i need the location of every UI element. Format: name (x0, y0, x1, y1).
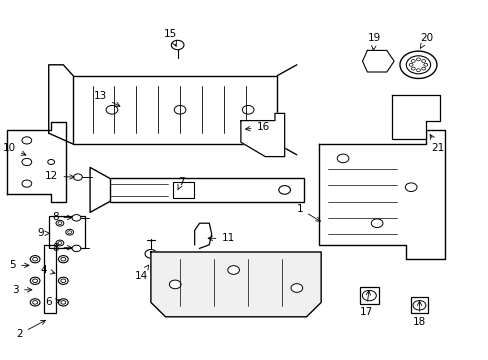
Circle shape (59, 277, 68, 284)
Circle shape (30, 277, 40, 284)
Circle shape (56, 220, 63, 226)
Circle shape (48, 159, 55, 165)
Text: 7: 7 (177, 177, 184, 190)
Circle shape (408, 63, 412, 66)
Text: 8: 8 (52, 212, 72, 222)
Bar (109, 178, 304, 202)
Circle shape (22, 180, 32, 187)
Bar (410, 297, 427, 313)
Text: 12: 12 (45, 171, 74, 181)
Circle shape (56, 240, 63, 246)
Circle shape (421, 59, 425, 62)
Circle shape (61, 301, 65, 304)
Circle shape (61, 257, 65, 261)
Circle shape (370, 219, 382, 228)
Circle shape (407, 103, 424, 116)
Circle shape (399, 51, 436, 78)
Circle shape (72, 215, 81, 221)
Circle shape (278, 186, 290, 194)
Circle shape (290, 284, 302, 292)
Circle shape (416, 58, 420, 61)
Circle shape (72, 245, 81, 252)
Circle shape (30, 299, 40, 306)
Text: 18: 18 (412, 301, 426, 327)
Circle shape (169, 280, 181, 289)
Circle shape (406, 56, 430, 74)
Circle shape (174, 105, 185, 114)
Text: 11: 11 (208, 233, 234, 243)
Circle shape (59, 299, 68, 306)
Circle shape (242, 105, 253, 114)
Bar (44, 245, 56, 313)
Text: 15: 15 (164, 29, 177, 46)
Text: 19: 19 (367, 33, 381, 50)
Circle shape (410, 59, 414, 62)
Circle shape (416, 69, 420, 72)
Circle shape (362, 291, 376, 301)
Bar (49, 216, 85, 248)
Circle shape (421, 67, 425, 70)
Text: 6: 6 (45, 297, 60, 307)
Text: 10: 10 (3, 143, 26, 155)
Circle shape (145, 249, 157, 258)
Circle shape (227, 266, 239, 274)
Bar (359, 287, 378, 304)
Circle shape (337, 154, 348, 163)
Circle shape (412, 301, 425, 310)
Text: 5: 5 (9, 260, 29, 270)
Circle shape (405, 183, 416, 192)
Text: 20: 20 (419, 33, 432, 48)
Circle shape (251, 129, 268, 141)
Text: 13: 13 (94, 91, 120, 106)
Circle shape (59, 256, 68, 263)
Bar (73, 76, 277, 144)
Circle shape (410, 67, 414, 70)
Text: 16: 16 (245, 122, 269, 132)
Circle shape (61, 279, 65, 283)
Text: 17: 17 (359, 291, 372, 317)
Polygon shape (241, 113, 284, 157)
Circle shape (33, 257, 38, 261)
Circle shape (67, 231, 71, 234)
Text: 1: 1 (296, 204, 320, 221)
Circle shape (423, 63, 427, 66)
Circle shape (58, 222, 62, 225)
Circle shape (33, 279, 38, 283)
Text: 2: 2 (16, 320, 45, 339)
Circle shape (73, 174, 82, 180)
Circle shape (22, 137, 32, 144)
Polygon shape (151, 252, 321, 317)
Circle shape (171, 40, 183, 50)
Circle shape (58, 242, 62, 244)
Circle shape (372, 58, 380, 64)
Text: 8: 8 (52, 243, 72, 253)
Circle shape (65, 229, 73, 235)
Text: 14: 14 (134, 265, 148, 281)
Circle shape (30, 256, 40, 263)
Polygon shape (362, 50, 393, 72)
Text: 9: 9 (37, 228, 49, 238)
Circle shape (33, 301, 38, 304)
Polygon shape (391, 95, 440, 139)
Circle shape (402, 100, 429, 120)
Bar (172, 182, 194, 198)
Text: 3: 3 (12, 285, 32, 295)
Circle shape (22, 158, 32, 166)
Text: 21: 21 (429, 135, 444, 153)
Circle shape (106, 105, 118, 114)
Text: 4: 4 (41, 265, 55, 275)
